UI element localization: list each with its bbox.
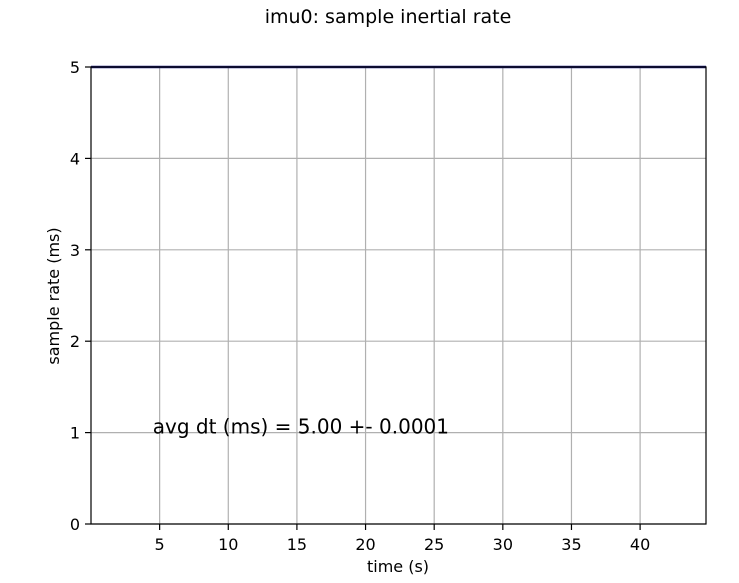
y-tick-label: 5 (70, 58, 80, 77)
x-tick-label: 10 (218, 535, 238, 554)
annotation-text: avg dt (ms) = 5.00 +- 0.0001 (153, 415, 449, 439)
y-tick-label: 4 (70, 149, 80, 168)
y-axis: 0 1 2 3 4 5 (70, 58, 91, 534)
x-tick-label: 30 (493, 535, 513, 554)
y-axis-label: sample rate (ms) (44, 227, 63, 364)
plot-frame (90, 66, 707, 525)
chart-title: imu0: sample inertial rate (265, 6, 512, 28)
grid (91, 66, 706, 525)
x-axis-label: time (s) (367, 557, 429, 576)
x-tick-label: 15 (287, 535, 307, 554)
x-tick-label: 25 (424, 535, 444, 554)
x-tick-label: 20 (355, 535, 375, 554)
y-tick-label: 1 (70, 424, 80, 443)
x-tick-label: 5 (155, 535, 165, 554)
y-tick-label: 3 (70, 241, 80, 260)
x-tick-label: 35 (561, 535, 581, 554)
x-tick-label: 40 (630, 535, 650, 554)
y-tick-label: 0 (70, 515, 80, 534)
y-tick-label: 2 (70, 332, 80, 351)
x-axis: 5 10 15 20 25 30 35 40 (155, 524, 650, 554)
